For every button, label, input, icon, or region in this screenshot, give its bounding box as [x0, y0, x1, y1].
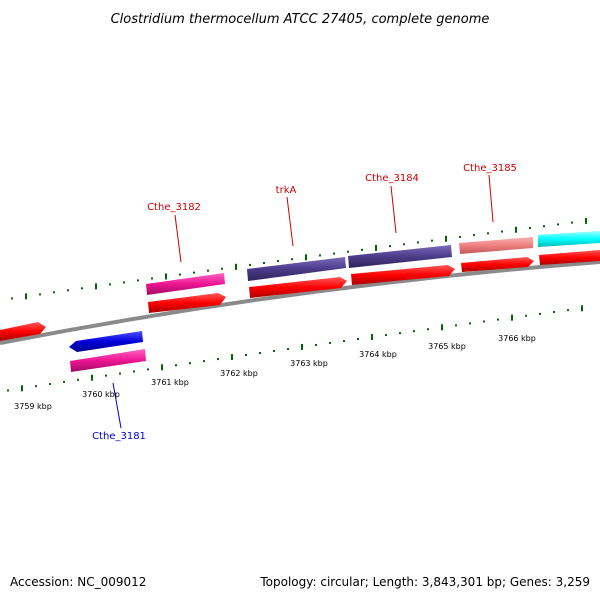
- position-label: 3766 kbp: [498, 334, 536, 343]
- tick-row-outer: [11, 217, 587, 300]
- gene-trka: [247, 257, 346, 281]
- leader-line: [112, 382, 122, 429]
- cds-feature: [249, 277, 347, 298]
- gene-leaders: [112, 174, 494, 429]
- position-label: 3765 kbp: [428, 342, 466, 351]
- reverse-genes: [69, 331, 146, 372]
- leader-line: [174, 214, 182, 263]
- position-label: 3761 kbp: [151, 378, 189, 387]
- cds-feature: [351, 265, 455, 285]
- cds-feature: [0, 322, 46, 341]
- gene-pink-lower: [70, 349, 146, 372]
- position-label: 3764 kbp: [359, 350, 397, 359]
- position-label: 3763 kbp: [290, 359, 328, 368]
- forward-genes: [0, 231, 600, 341]
- position-label: 3762 kbp: [220, 369, 258, 378]
- gene-cthe-3182: [146, 273, 225, 295]
- position-label: 3760 kbp: [82, 390, 120, 399]
- gene-label: Cthe_3182: [147, 202, 201, 213]
- accession-text: Accession: NC_009012: [10, 575, 146, 589]
- genome-backbone: [0, 260, 600, 345]
- cds-feature: [539, 250, 600, 265]
- leader-line: [390, 185, 397, 234]
- tick-row-inner: [7, 305, 583, 392]
- gene-label: Cthe_3184: [365, 173, 419, 184]
- leader-line: [488, 174, 494, 223]
- gene-cthe-3184: [348, 245, 452, 268]
- leader-line: [286, 196, 294, 247]
- genome-summary: Topology: circular; Length: 3,843,301 bp…: [259, 575, 590, 589]
- gene-cyan: [538, 231, 600, 247]
- gene-cthe-3181: [69, 331, 143, 352]
- gene-label: Cthe_3181: [92, 431, 146, 442]
- position-label: 3759 kbp: [14, 402, 52, 411]
- gene-label: trkA: [276, 185, 297, 196]
- gene-label: Cthe_3185: [463, 163, 517, 174]
- map-title: Clostridium thermocellum ATCC 27405, com…: [111, 12, 490, 27]
- cds-feature: [461, 257, 534, 272]
- gene-cthe-3185: [459, 237, 533, 254]
- cds-feature: [148, 293, 226, 313]
